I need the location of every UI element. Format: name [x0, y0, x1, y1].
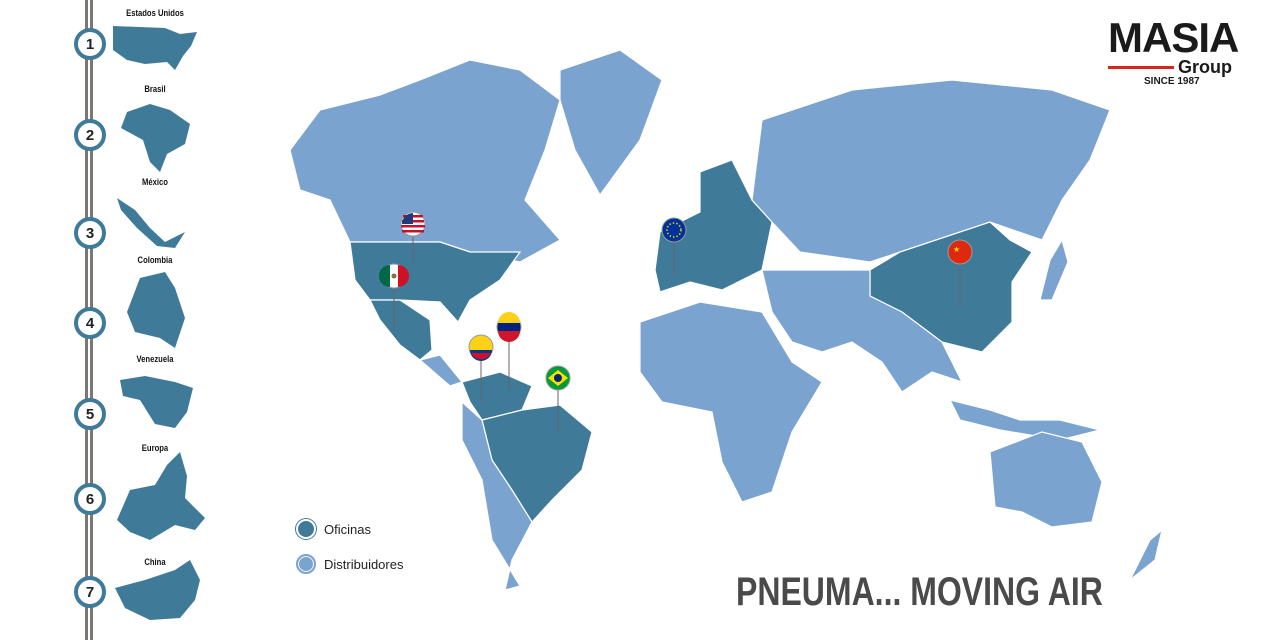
- step-6: 6: [74, 483, 106, 515]
- legend-distributor-label: Distribuidores: [324, 556, 404, 572]
- venezuela-flag-icon: [496, 312, 522, 342]
- office-swatch: [296, 519, 316, 539]
- usa-shape: [113, 26, 197, 70]
- region-mexico: [369, 299, 433, 361]
- europe-shape: [117, 452, 205, 540]
- sidebar-label-europa: Europa: [141, 443, 169, 453]
- us-flag-icon: [400, 211, 426, 237]
- region-russia: [751, 79, 1111, 263]
- logo-red-bar: [1108, 65, 1174, 69]
- china-flag-icon: ★: [947, 239, 973, 265]
- sidebar-country-shapes: [113, 26, 205, 620]
- slogan: PNEUMA... MOVING AIR: [736, 570, 1103, 614]
- region-central-america: [418, 354, 464, 387]
- colombia-shape: [127, 272, 185, 348]
- logo-sub: Group: [1178, 57, 1232, 77]
- brazil-flag-icon: [545, 365, 571, 391]
- sidebar-label-colombia: Colombia: [137, 255, 173, 265]
- pins: [393, 236, 961, 432]
- distributor-swatch: [296, 554, 316, 574]
- masia-logo: MASIA Group SINCE 1987: [1108, 14, 1248, 87]
- sidebar-label-china: China: [144, 557, 166, 567]
- mexico-shape: [117, 198, 185, 248]
- sidebar-label-usa: Estados Unidos: [126, 8, 184, 18]
- legend-office-label: Oficinas: [324, 521, 371, 537]
- china-shape: [115, 560, 200, 620]
- region-greenland: [559, 49, 663, 197]
- region-asia-rest: [761, 269, 964, 393]
- step-3: 3: [74, 217, 106, 249]
- region-africa: [639, 301, 823, 503]
- brazil-shape: [121, 104, 190, 172]
- region-new-zealand: [1129, 528, 1163, 581]
- region-south-america-rest: [461, 400, 533, 591]
- step-7: 7: [74, 576, 106, 608]
- region-australia: [989, 431, 1103, 528]
- legend-office: Oficinas: [296, 519, 371, 539]
- colombia-flag-icon: [468, 334, 494, 361]
- legend-distributor: Distribuidores: [296, 554, 403, 574]
- sidebar-label-brasil: Brasil: [144, 84, 166, 94]
- mexico-flag-icon: [379, 263, 409, 289]
- venezuela-shape: [120, 376, 193, 428]
- step-2: 2: [74, 119, 106, 151]
- region-europe: [654, 159, 773, 293]
- sidebar-label-venezuela: Venezuela: [136, 354, 174, 364]
- svg-text:★: ★: [953, 245, 960, 254]
- region-usa: [349, 241, 522, 324]
- region-canada-alaska: [289, 59, 561, 263]
- region-indonesia: [948, 399, 1101, 441]
- step-4: 4: [74, 307, 106, 339]
- logo-since: SINCE 1987: [1144, 76, 1200, 87]
- step-5: 5: [74, 398, 106, 430]
- region-japan: [1039, 238, 1069, 301]
- logo-name: MASIA: [1108, 14, 1239, 61]
- eu-flag-icon: [661, 217, 687, 243]
- step-1: 1: [74, 28, 106, 60]
- sidebar-label-mexico: México: [142, 177, 168, 187]
